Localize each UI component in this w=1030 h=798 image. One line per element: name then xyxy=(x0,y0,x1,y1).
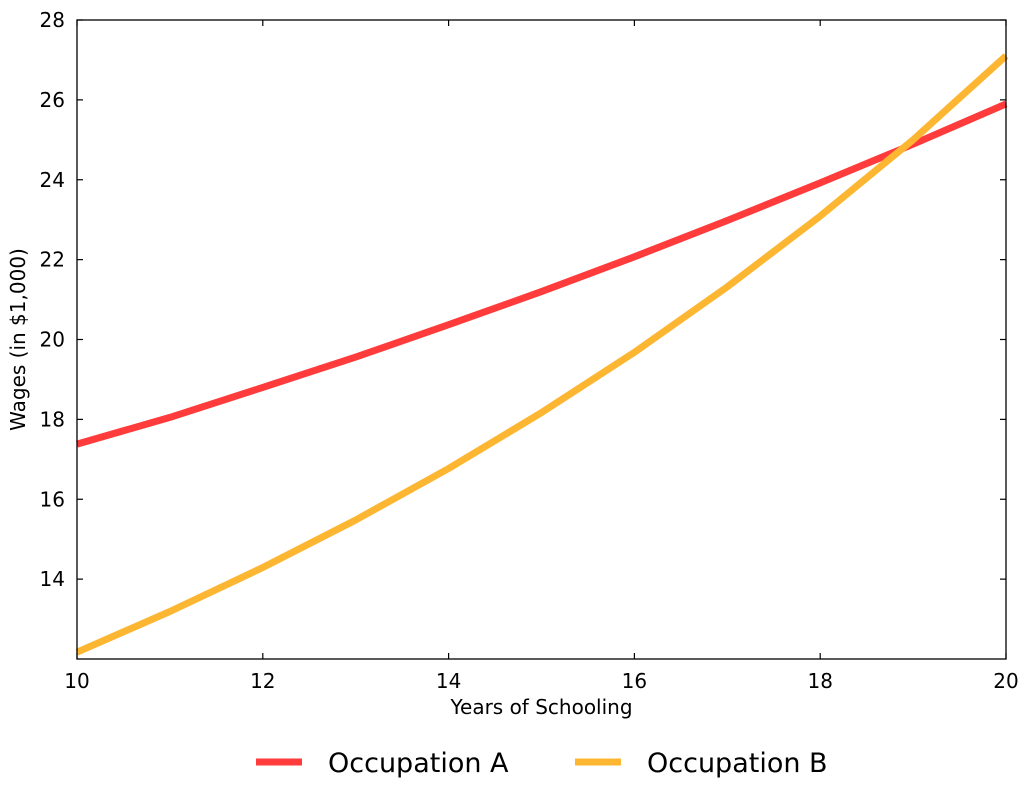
y-tick-label: 20 xyxy=(40,328,65,352)
x-tick-label: 18 xyxy=(807,669,832,693)
plot-frame xyxy=(76,19,1007,660)
legend-item-1: Occupation A xyxy=(256,748,509,779)
x-axis-label: Years of Schooling xyxy=(449,695,632,719)
series-line-2 xyxy=(75,53,1009,656)
plot-lines xyxy=(75,53,1009,656)
y-tick-label: 16 xyxy=(40,487,65,511)
y-axis: 14 16 18 20 22 24 26 28 xyxy=(40,8,1006,591)
x-tick-label: 20 xyxy=(993,669,1018,693)
legend: Occupation A Occupation B xyxy=(256,748,828,779)
x-tick-label: 16 xyxy=(622,669,647,693)
x-tick-label: 12 xyxy=(250,669,275,693)
y-tick-label: 22 xyxy=(40,248,65,272)
legend-item-2: Occupation B xyxy=(575,748,828,779)
series-line-1 xyxy=(76,100,1008,448)
y-tick-label: 28 xyxy=(40,8,65,32)
y-tick-label: 26 xyxy=(40,88,65,112)
y-tick-label: 14 xyxy=(40,567,65,591)
x-axis: 10 12 14 16 18 20 xyxy=(64,20,1019,693)
x-tick-label: 14 xyxy=(436,669,461,693)
y-tick-label: 18 xyxy=(40,407,65,431)
y-axis-label: Wages (in $1,000) xyxy=(6,248,30,431)
legend-label: Occupation B xyxy=(647,748,828,779)
legend-label: Occupation A xyxy=(328,748,509,779)
y-tick-label: 24 xyxy=(40,168,65,192)
x-tick-label: 10 xyxy=(64,669,89,693)
